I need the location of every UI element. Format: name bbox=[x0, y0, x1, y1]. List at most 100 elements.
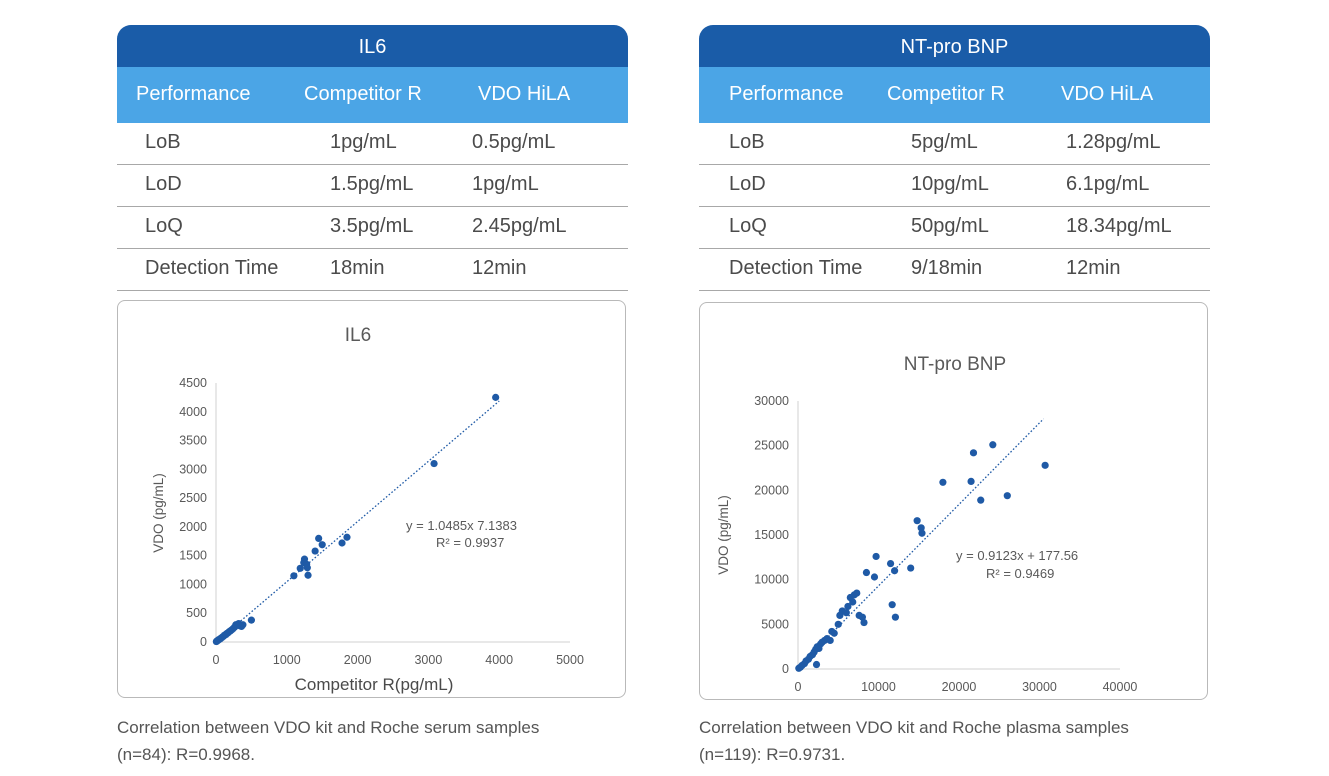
header-competitor: Competitor R bbox=[887, 83, 1005, 105]
x-tick-label: 2000 bbox=[344, 653, 372, 667]
x-tick-label: 4000 bbox=[485, 653, 513, 667]
r-squared-label: R² = 0.9469 bbox=[986, 566, 1054, 581]
y-tick-label: 4500 bbox=[179, 376, 207, 390]
data-point bbox=[1041, 461, 1049, 469]
data-point bbox=[870, 573, 879, 581]
data-point bbox=[296, 564, 304, 572]
table-row: LoQ 50pg/mL 18.34pg/mL bbox=[699, 207, 1210, 249]
y-tick-label: 15000 bbox=[754, 528, 789, 542]
table-row: LoQ 3.5pg/mL 2.45pg/mL bbox=[117, 207, 628, 249]
row-competitor-value: 1pg/mL bbox=[330, 131, 397, 153]
row-label: Detection Time bbox=[145, 257, 279, 279]
x-tick-label: 5000 bbox=[556, 653, 584, 667]
y-tick-label: 1000 bbox=[179, 577, 207, 591]
caption-line: (n=84): R=0.9968. bbox=[117, 745, 255, 764]
data-point bbox=[315, 534, 323, 542]
row-label: Detection Time bbox=[729, 257, 863, 279]
y-tick-label: 30000 bbox=[754, 394, 789, 408]
data-point bbox=[290, 572, 298, 580]
row-label: LoD bbox=[145, 173, 182, 195]
header-vdo: VDO HiLA bbox=[478, 83, 571, 105]
table-row: LoB 5pg/mL 1.28pg/mL bbox=[699, 123, 1210, 165]
y-tick-label: 3000 bbox=[179, 462, 207, 476]
y-axis-label: VDO (pg/mL) bbox=[151, 473, 166, 553]
y-tick-label: 4000 bbox=[179, 405, 207, 419]
il6-scatter-chart: IL6 0 500 1000 1500 2000 2500 3000 3500 4000 4500 0… bbox=[151, 325, 584, 694]
data-point bbox=[304, 571, 312, 579]
data-point bbox=[830, 629, 838, 637]
ntprobnp-caption: Correlation between VDO kit and Roche pl… bbox=[699, 714, 1219, 768]
row-competitor-value: 3.5pg/mL bbox=[330, 215, 414, 237]
data-point bbox=[969, 449, 978, 457]
trendline-equation: y = 1.0485x 7.1383 bbox=[406, 518, 517, 533]
row-label: LoB bbox=[145, 131, 181, 153]
y-tick-label: 3500 bbox=[179, 434, 207, 448]
data-point bbox=[430, 459, 438, 468]
row-label: LoB bbox=[729, 131, 765, 153]
data-point bbox=[303, 564, 311, 572]
y-tick-label: 10000 bbox=[754, 573, 789, 587]
data-point bbox=[853, 589, 861, 597]
chart-title: NT-pro BNP bbox=[904, 354, 1006, 375]
x-tick-label: 1000 bbox=[273, 653, 301, 667]
table-header-row: Performance Competitor R VDO HiLA bbox=[117, 67, 628, 123]
ntprobnp-correlation-chart-card: NT-pro BNP 0 5000 10000 15000 20000 25000 30000… bbox=[699, 302, 1208, 700]
y-tick-label: 500 bbox=[186, 606, 207, 620]
row-competitor-value: 5pg/mL bbox=[911, 131, 978, 153]
data-point bbox=[907, 564, 915, 572]
data-point bbox=[888, 601, 896, 609]
table-row: LoD 1.5pg/mL 1pg/mL bbox=[117, 165, 628, 207]
header-performance: Performance bbox=[136, 83, 251, 105]
row-label: LoQ bbox=[145, 215, 183, 237]
data-point bbox=[247, 616, 255, 624]
il6-correlation-chart-card: IL6 0 500 1000 1500 2000 2500 3000 3500 4000 4500 0… bbox=[117, 300, 626, 698]
data-point bbox=[913, 517, 921, 525]
data-point bbox=[239, 621, 247, 629]
row-vdo-value: 18.34pg/mL bbox=[1066, 215, 1172, 237]
row-label: LoD bbox=[729, 173, 766, 195]
row-vdo-value: 6.1pg/mL bbox=[1066, 173, 1150, 195]
data-point bbox=[849, 598, 857, 606]
y-tick-label: 20000 bbox=[754, 483, 789, 497]
row-competitor-value: 50pg/mL bbox=[911, 215, 989, 237]
data-point bbox=[492, 393, 500, 401]
r-squared-label: R² = 0.9937 bbox=[436, 535, 504, 550]
x-tick-label: 10000 bbox=[861, 680, 896, 694]
row-vdo-value: 1pg/mL bbox=[472, 173, 539, 195]
data-point bbox=[891, 567, 899, 575]
table-title: IL6 bbox=[117, 25, 628, 67]
caption-line: (n=119): R=0.9731. bbox=[699, 745, 846, 764]
row-vdo-value: 12min bbox=[472, 257, 527, 279]
table-row: Detection Time 9/18min 12min bbox=[699, 249, 1210, 291]
caption-line: Correlation between VDO kit and Roche pl… bbox=[699, 718, 1129, 737]
data-point bbox=[862, 568, 871, 577]
chart-title: IL6 bbox=[345, 325, 371, 346]
data-point bbox=[1003, 492, 1011, 500]
data-point bbox=[872, 552, 880, 561]
row-vdo-value: 0.5pg/mL bbox=[472, 131, 556, 153]
y-tick-label: 2500 bbox=[179, 491, 207, 505]
x-tick-label: 40000 bbox=[1103, 680, 1138, 694]
x-tick-label: 0 bbox=[795, 680, 802, 694]
y-tick-label: 0 bbox=[200, 635, 207, 649]
data-point bbox=[860, 618, 868, 627]
data-point bbox=[891, 613, 900, 621]
row-competitor-value: 10pg/mL bbox=[911, 173, 989, 195]
y-tick-label: 5000 bbox=[761, 617, 789, 631]
data-point bbox=[343, 533, 351, 541]
y-tick-label: 25000 bbox=[754, 439, 789, 453]
x-tick-label: 0 bbox=[213, 653, 220, 667]
data-point bbox=[311, 547, 319, 555]
x-tick-label: 20000 bbox=[942, 680, 977, 694]
caption-line: Correlation between VDO kit and Roche se… bbox=[117, 718, 540, 737]
x-axis-label: Competitor R(pg/mL) bbox=[295, 675, 454, 694]
y-tick-label: 1500 bbox=[179, 549, 207, 563]
table-row: LoB 1pg/mL 0.5pg/mL bbox=[117, 123, 628, 165]
data-point bbox=[834, 620, 842, 628]
table-header-row: Performance Competitor R VDO HiLA bbox=[699, 67, 1210, 123]
table-title: NT-pro BNP bbox=[699, 25, 1210, 67]
header-performance: Performance bbox=[729, 83, 844, 105]
row-competitor-value: 18min bbox=[330, 257, 385, 279]
row-competitor-value: 9/18min bbox=[911, 257, 983, 279]
x-tick-label: 30000 bbox=[1022, 680, 1057, 694]
